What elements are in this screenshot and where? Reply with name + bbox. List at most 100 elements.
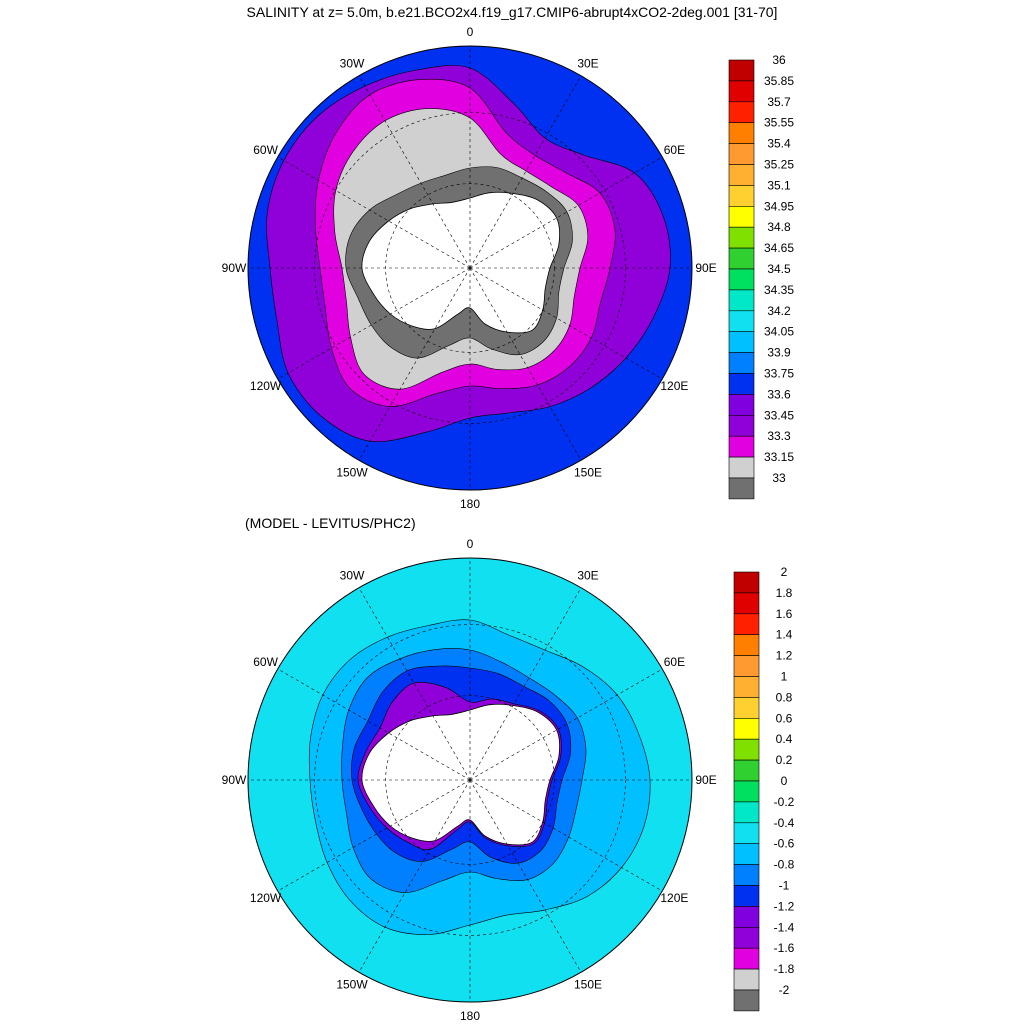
graticule bbox=[248, 558, 692, 1002]
salinity-ocean-field bbox=[248, 46, 692, 490]
colorbar-swatch bbox=[733, 822, 760, 844]
colorbar-label: 1.8 bbox=[776, 586, 793, 600]
colorbar-label: 36 bbox=[772, 53, 786, 67]
longitude-label: 150E bbox=[574, 977, 602, 991]
difference-ocean-field bbox=[248, 558, 692, 1002]
difference-map-panel: 0 30E 60E 90E 120E 150E 180 150W 120W 90W 60W 30W 2 1… bbox=[0, 512, 1024, 1024]
colorbar-label: -1.2 bbox=[774, 899, 795, 913]
longitude-label: 90W bbox=[222, 261, 247, 275]
map-border bbox=[247, 45, 693, 491]
colorbar-label: 0.8 bbox=[776, 690, 793, 704]
colorbar-swatch bbox=[728, 310, 755, 332]
colorbar-label: 33.45 bbox=[764, 408, 794, 422]
colorbar-swatch bbox=[733, 655, 760, 677]
colorbar-swatch bbox=[733, 634, 760, 656]
difference-map: 0 30E 60E 90E 120E 150E 180 150W 120W 90W 60W 30W 2 1… bbox=[222, 537, 795, 1023]
longitude-label: 120W bbox=[250, 379, 282, 393]
colorbar-swatch bbox=[733, 697, 760, 719]
colorbar-label: 34.65 bbox=[764, 241, 794, 255]
colorbar-swatch bbox=[728, 164, 755, 186]
colorbar-swatch bbox=[733, 759, 760, 782]
colorbar-label: 34.8 bbox=[767, 220, 791, 234]
colorbar-swatch bbox=[733, 738, 760, 761]
graticule bbox=[248, 46, 692, 490]
colorbar-swatch bbox=[728, 477, 755, 500]
longitude-label: 150E bbox=[574, 465, 602, 479]
colorbar-swatch bbox=[733, 989, 760, 1012]
colorbar-swatch bbox=[728, 414, 755, 437]
colorbar-label: 1.4 bbox=[776, 628, 793, 642]
colorbar-swatch bbox=[728, 394, 755, 416]
colorbar-swatch bbox=[728, 59, 755, 82]
longitude-label: 30W bbox=[340, 57, 365, 71]
colorbar-swatch bbox=[728, 185, 755, 207]
longitude-label: 180 bbox=[460, 497, 480, 511]
colorbar-label: 34.2 bbox=[767, 304, 791, 318]
colorbar-swatch bbox=[728, 373, 755, 395]
longitude-label: 90E bbox=[695, 773, 716, 787]
longitude-label: 60E bbox=[664, 655, 685, 669]
colorbar-swatch bbox=[733, 780, 760, 803]
colorbar-swatch bbox=[733, 947, 760, 970]
colorbar-swatch bbox=[733, 676, 760, 698]
colorbar-label: 35.55 bbox=[764, 116, 794, 130]
colorbar-label: 33.15 bbox=[764, 450, 794, 464]
colorbar-label: 33 bbox=[772, 471, 786, 485]
colorbar-label: 34.95 bbox=[764, 199, 794, 213]
colorbar-label: 35.85 bbox=[764, 74, 794, 88]
colorbar-swatch bbox=[728, 456, 755, 479]
colorbar-label: 35.25 bbox=[764, 158, 794, 172]
longitude-label: 120W bbox=[250, 891, 282, 905]
colorbar-label: 1.6 bbox=[776, 607, 793, 621]
longitude-label: 0 bbox=[467, 25, 474, 39]
colorbar-label: -1.8 bbox=[774, 962, 795, 976]
colorbar-label: -1.6 bbox=[774, 941, 795, 955]
colorbar-swatch bbox=[733, 926, 760, 949]
colorbar-swatch bbox=[728, 247, 755, 270]
longitude-label: 150W bbox=[336, 465, 368, 479]
colorbar-swatch bbox=[728, 143, 755, 165]
colorbar-label: 35.7 bbox=[767, 95, 791, 109]
longitude-label: 0 bbox=[467, 537, 474, 551]
colorbar-label: -0.8 bbox=[774, 858, 795, 872]
colorbar-swatch bbox=[728, 268, 755, 291]
colorbar-swatch bbox=[728, 289, 755, 312]
colorbar-swatch bbox=[728, 352, 755, 374]
colorbar-swatch bbox=[733, 843, 760, 865]
colorbar-swatch bbox=[728, 122, 755, 144]
figure-subtitle: (MODEL - LEVITUS/PHC2) bbox=[245, 515, 416, 531]
colorbar-swatch bbox=[733, 906, 760, 928]
longitude-label: 60W bbox=[253, 655, 278, 669]
colorbar-swatch bbox=[733, 718, 760, 740]
colorbar-label: -2 bbox=[779, 983, 790, 997]
map-border bbox=[247, 557, 693, 1003]
longitude-label: 120E bbox=[660, 379, 688, 393]
colorbar-label: -0.2 bbox=[774, 795, 795, 809]
colorbar-label: 34.05 bbox=[764, 325, 794, 339]
longitude-label: 60E bbox=[664, 143, 685, 157]
colorbar-swatch bbox=[728, 206, 755, 228]
colorbar-swatch bbox=[728, 101, 755, 124]
longitude-label: 60W bbox=[253, 143, 278, 157]
colorbar-label: 33.9 bbox=[767, 346, 791, 360]
colorbar: 2 1.8 1.6 1.4 1.2 1 0.8 0.6 0.4 0.2 0 -0.2 -0.4 -0.6 -… bbox=[733, 565, 795, 1012]
colorbar-label: 1.2 bbox=[776, 649, 793, 663]
colorbar-swatch bbox=[728, 80, 755, 103]
colorbar-label: 2 bbox=[781, 565, 788, 579]
colorbar-swatch bbox=[733, 571, 760, 594]
longitude-label: 180 bbox=[460, 1009, 480, 1023]
colorbar-label: -1.4 bbox=[774, 920, 795, 934]
colorbar-swatch bbox=[728, 435, 755, 458]
colorbar-label: -1 bbox=[779, 879, 790, 893]
colorbar-swatch bbox=[733, 613, 760, 636]
colorbar-label: -0.6 bbox=[774, 837, 795, 851]
salinity-map: 0 30E 60E 90E 120E 150E 180 150W 120W 90W 60W 30W 36… bbox=[222, 25, 795, 511]
colorbar: 36 35.85 35.7 35.55 35.4 35.25 35.1 34.95 34.8 34… bbox=[728, 53, 794, 500]
colorbar-swatch bbox=[733, 885, 760, 907]
longitude-label: 90E bbox=[695, 261, 716, 275]
colorbar-label: 33.3 bbox=[767, 429, 791, 443]
colorbar-label: 33.75 bbox=[764, 367, 794, 381]
longitude-label: 120E bbox=[660, 891, 688, 905]
colorbar-label: 35.4 bbox=[767, 137, 791, 151]
colorbar-label: 0 bbox=[781, 774, 788, 788]
